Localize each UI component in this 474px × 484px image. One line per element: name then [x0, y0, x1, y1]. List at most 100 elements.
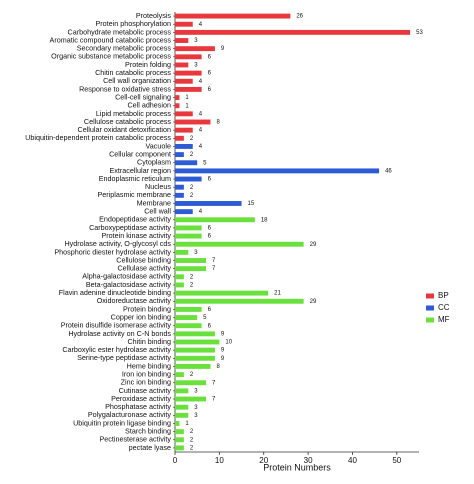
bar [175, 266, 207, 272]
y-tick-label: Carboxylic ester hydrolase activity [62, 345, 171, 354]
value-label: 46 [385, 168, 392, 174]
bar [175, 119, 211, 125]
y-tick-label: Cell wall [144, 207, 171, 216]
x-tick-label: 40 [348, 456, 357, 465]
y-tick-label: Cytoplasm [137, 158, 171, 167]
value-label: 7 [212, 380, 216, 386]
value-label: 21 [274, 291, 281, 297]
y-tick-label: Lipid metabolic process [96, 109, 172, 118]
y-tick-label: Organic substance metabolic process [51, 52, 171, 61]
legend-swatch [426, 293, 434, 299]
y-tick-label: Copper ion binding [111, 312, 171, 321]
value-label: 2 [190, 372, 194, 378]
bar [175, 38, 189, 43]
value-label: 1 [185, 421, 189, 427]
y-tick-label: Ubiquitin-dependent protein catabolic pr… [25, 133, 171, 142]
value-label: 29 [310, 242, 317, 248]
bar [175, 249, 189, 255]
value-label: 4 [199, 209, 203, 215]
bar [175, 323, 202, 329]
bar [175, 225, 202, 231]
value-label: 6 [208, 54, 212, 60]
x-axis-label: Protein Numbers [263, 462, 331, 472]
bar [175, 95, 180, 100]
value-label: 4 [199, 111, 203, 117]
bar [175, 364, 211, 369]
legend-label: BP [438, 291, 449, 300]
y-tick-label: Proteolysis [136, 11, 172, 20]
value-label: 2 [190, 185, 194, 191]
y-tick-label: Endoplasmic reticulum [99, 174, 171, 183]
bar [175, 144, 193, 149]
bar [175, 404, 189, 410]
bar [175, 298, 304, 304]
y-tick-label: Phosphoric diester hydrolase activity [54, 247, 171, 256]
value-label: 2 [190, 274, 194, 280]
value-label: 18 [261, 217, 268, 223]
bar [175, 103, 180, 109]
y-tick-label: Cutinase activity [119, 386, 172, 395]
value-label: 4 [199, 128, 203, 134]
y-tick-label: Hydrolase activity on C-N bonds [68, 329, 171, 338]
y-tick-label: Membrane [137, 198, 171, 207]
value-label: 2 [190, 283, 194, 289]
value-label: 6 [208, 87, 212, 93]
bar [175, 209, 193, 215]
y-tick-label: Pectinesterase activity [99, 435, 171, 444]
y-tick-label: Iron ion binding [122, 369, 171, 378]
bar [175, 282, 184, 288]
y-tick-label: Phosphatase activity [105, 402, 171, 411]
bar [175, 184, 184, 190]
value-label: 6 [208, 177, 212, 183]
value-label: 9 [221, 46, 225, 52]
value-label: 9 [221, 348, 225, 354]
y-tick-label: Cellulose binding [116, 255, 171, 264]
bar [175, 13, 291, 19]
y-tick-label: Protein disulfide isomerase activity [61, 321, 172, 330]
x-tick-label: 10 [215, 456, 224, 465]
value-label: 2 [190, 152, 194, 158]
bar [175, 233, 202, 239]
y-tick-label: Peroxidase activity [111, 394, 171, 403]
y-tick-label: Cellulase activity [117, 264, 171, 273]
bar [175, 160, 198, 166]
y-tick-label: Alpha-galactosidase activity [82, 272, 171, 281]
bar [175, 29, 411, 35]
bar [175, 306, 202, 312]
bar [175, 168, 380, 174]
bar [175, 396, 207, 402]
value-label: 53 [416, 30, 423, 36]
y-tick-label: Serine-type peptidase activity [77, 353, 171, 362]
value-label: 3 [194, 388, 198, 394]
y-tick-label: Ubiquitin protein ligase binding [73, 418, 171, 427]
y-tick-label: Starch binding [125, 427, 171, 436]
value-label: 8 [216, 120, 220, 126]
value-label: 4 [199, 22, 203, 28]
y-tick-label: Cell-cell signaling [115, 92, 171, 101]
value-label: 6 [208, 71, 212, 77]
value-label: 2 [190, 136, 194, 142]
value-label: 8 [216, 364, 220, 370]
bar [175, 412, 189, 418]
bar [175, 135, 184, 141]
value-label: 3 [194, 250, 198, 256]
value-label: 2 [190, 437, 194, 443]
value-label: 1 [185, 95, 189, 101]
value-label: 10 [225, 340, 232, 346]
value-label: 26 [296, 14, 303, 20]
y-tick-label: Extracellular region [109, 166, 171, 175]
bar [175, 421, 180, 426]
value-label: 7 [212, 258, 216, 264]
bar [175, 127, 193, 133]
y-tick-label: Nucleus [145, 182, 171, 191]
bar [175, 388, 189, 394]
y-tick-label: Carbohydrate metabolic process [68, 27, 172, 36]
value-label: 15 [248, 201, 255, 207]
bar [175, 21, 193, 27]
value-label: 6 [208, 323, 212, 329]
y-tick-label: Vacuole [146, 141, 171, 150]
legend-swatch [426, 305, 434, 311]
y-tick-label: Protein kinase activity [101, 231, 171, 240]
x-tick-label: 0 [173, 456, 178, 465]
